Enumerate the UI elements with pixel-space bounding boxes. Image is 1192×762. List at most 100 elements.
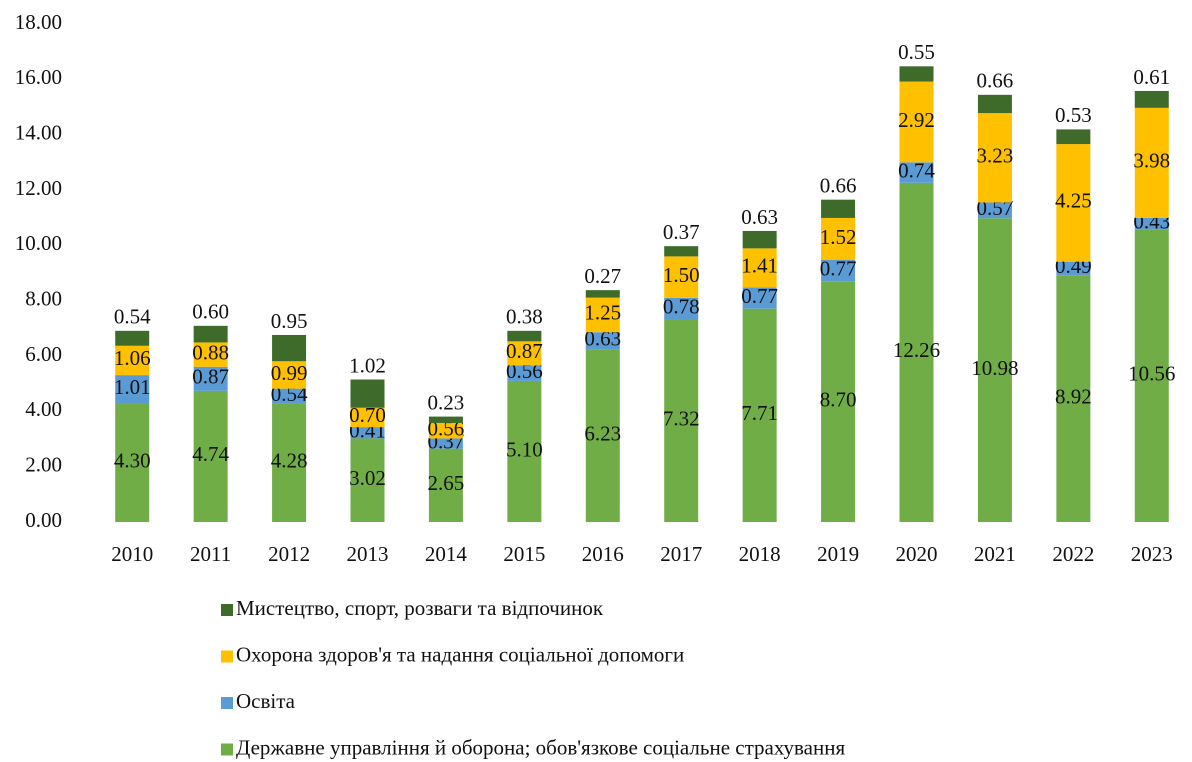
data-label: 0.61 [1133,65,1170,89]
x-tick-label: 2014 [425,542,468,566]
bar-segment [507,365,542,381]
legend-label: Мистецтво, спорт, розваги та відпочинок [236,596,604,620]
bar-segment [115,330,150,346]
data-label: 0.63 [741,205,778,229]
data-label: 0.23 [428,390,465,414]
bar-segment [272,334,307,362]
x-tick-label: 2023 [1131,542,1173,566]
data-label: 0.37 [663,220,700,244]
bar-segment [899,162,934,183]
data-label: 7.32 [663,407,700,431]
data-label: 0.74 [898,158,935,182]
data-label: 4.30 [114,448,151,472]
bar-segment [977,202,1012,219]
data-label: 10.56 [1128,362,1175,386]
bar-segment [977,113,1012,203]
bar-segment [742,230,777,249]
data-label: 4.25 [1055,189,1092,213]
bar-segment [1056,144,1091,262]
y-tick-label: 4.00 [25,397,62,421]
bar-segment [428,438,463,449]
x-tick-label: 2012 [268,542,310,566]
bar-segment [742,308,777,522]
bar-segment [585,290,620,298]
x-tick-label: 2016 [582,542,624,566]
y-tick-label: 2.00 [25,452,62,476]
data-label: 4.28 [271,449,308,473]
y-tick-label: 8.00 [25,286,62,310]
data-label: 2.92 [898,108,935,132]
x-tick-label: 2010 [111,542,153,566]
bar-segment [664,297,699,320]
bar-segment [115,375,150,404]
x-tick-label: 2020 [896,542,938,566]
data-label: 1.50 [663,263,700,287]
legend-swatch [221,697,233,709]
data-label: 0.66 [977,69,1014,93]
bar-segment [664,256,699,298]
bar-segment [899,66,934,82]
data-label: 0.88 [192,340,229,364]
bar-segment [742,248,777,288]
bar-segment [507,380,542,522]
y-tick-label: 12.00 [15,176,62,200]
data-label: 0.99 [271,361,308,385]
bar-segment [350,407,385,428]
data-label: 1.52 [820,225,857,249]
bar-segment [1056,261,1091,276]
legend-label: Освіта [236,689,296,713]
data-label: 8.92 [1055,384,1092,408]
data-label: 1.25 [584,301,621,325]
legend-swatch [221,743,233,756]
legend-label: Державне управління й оборона; обов'язко… [236,735,845,759]
bar-segment [193,342,228,367]
bar-segment [272,361,307,389]
data-label: 6.23 [584,422,621,446]
x-tick-label: 2018 [739,542,781,566]
bar-segment [664,246,699,257]
data-label: 0.87 [192,365,229,389]
data-label: 1.01 [114,375,151,399]
bar-segment [350,379,385,408]
bar-segment [821,217,856,260]
data-label: 0.87 [506,339,543,363]
bar-segment [821,199,856,218]
data-label: 0.54 [114,305,151,329]
x-tick-label: 2013 [347,542,389,566]
legend-swatch [221,604,233,616]
data-label: 0.27 [584,264,621,288]
bar-segment [664,319,699,522]
x-tick-label: 2022 [1052,542,1094,566]
data-label: 0.55 [898,40,935,64]
bar-segment [585,297,620,333]
data-label: 7.71 [741,401,778,425]
bar-segment [821,259,856,282]
bar-segment [507,341,542,366]
bar-segment [977,218,1012,522]
data-label: 0.77 [741,284,778,308]
y-tick-label: 16.00 [15,65,62,89]
data-label: 0.38 [506,305,543,329]
data-label: 0.60 [192,300,229,324]
data-label: 1.41 [741,254,778,278]
bar-segment [1056,129,1091,145]
bar-segment [193,325,228,343]
bar-segment [350,438,385,522]
data-label: 0.77 [820,256,857,280]
bar-segment [193,366,228,391]
data-label: 0.95 [271,309,308,333]
bar-segment [977,94,1012,114]
bar-segment [428,416,463,423]
bar-segment [899,81,934,163]
x-tick-label: 2017 [660,542,702,566]
data-label: 8.70 [820,387,857,411]
data-label: 10.98 [971,356,1018,380]
x-tick-label: 2021 [974,542,1016,566]
bar-segment [1134,217,1169,230]
legend-swatch [221,650,233,663]
bar-segment [193,390,228,522]
x-tick-label: 2019 [817,542,859,566]
x-tick-label: 2011 [190,542,231,566]
bar-segment [1134,90,1169,108]
